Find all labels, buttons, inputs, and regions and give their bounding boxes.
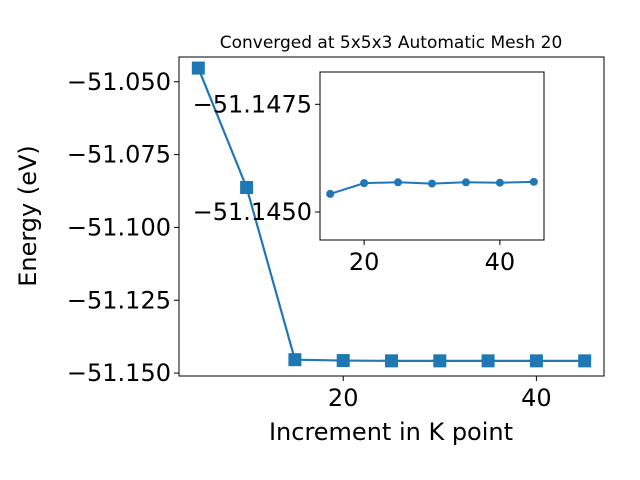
main-data-point bbox=[481, 354, 495, 368]
inset-axes-frame bbox=[319, 71, 545, 241]
chart-title: Converged at 5x5x3 Automatic Mesh 20 bbox=[220, 33, 563, 53]
inset-data-point bbox=[495, 178, 504, 187]
main-data-point bbox=[433, 354, 447, 368]
main-x-tick-label: 20 bbox=[328, 384, 359, 412]
main-data-point bbox=[529, 354, 543, 368]
inset-data-point bbox=[360, 179, 369, 188]
main-data-point bbox=[288, 353, 302, 367]
main-data-point bbox=[336, 354, 350, 368]
inset-y-tick-label: −51.1450 bbox=[193, 198, 312, 226]
inset-x-tick-label: 20 bbox=[349, 248, 380, 276]
main-y-tick-label: −51.100 bbox=[67, 213, 171, 241]
main-data-point bbox=[385, 354, 398, 368]
main-y-tick-label: −51.050 bbox=[67, 68, 171, 96]
x-axis-label: Increment in K point bbox=[269, 418, 513, 446]
inset-plot: −51.1475 −51.1450 20 40 bbox=[193, 71, 545, 276]
main-y-tick-label: −51.125 bbox=[67, 286, 171, 314]
inset-data-point bbox=[428, 179, 436, 188]
inset-data-point bbox=[326, 189, 335, 198]
main-data-point bbox=[240, 181, 254, 195]
main-y-tick-label: −51.075 bbox=[67, 141, 171, 169]
main-data-point bbox=[578, 354, 592, 368]
main-y-tick-label: −51.150 bbox=[67, 359, 171, 387]
main-x-tick-label: 40 bbox=[521, 384, 552, 412]
inset-data-point bbox=[461, 178, 470, 187]
inset-data-point bbox=[529, 177, 538, 186]
y-axis-label: Energy (eV) bbox=[14, 145, 42, 287]
main-data-point bbox=[191, 61, 205, 75]
inset-x-tick-label: 40 bbox=[485, 248, 516, 276]
inset-data-point bbox=[394, 178, 403, 187]
inset-y-tick-label: −51.1475 bbox=[193, 90, 312, 118]
